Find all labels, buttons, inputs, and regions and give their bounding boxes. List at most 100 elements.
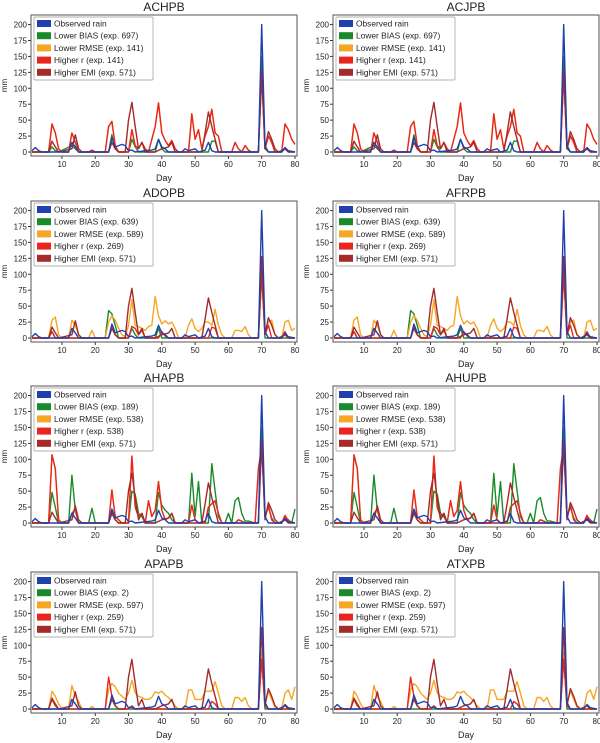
x-tick-label: 30 <box>124 717 133 726</box>
y-tick-label: 200 <box>316 392 330 401</box>
plot-frame <box>332 14 600 157</box>
legend-swatch <box>37 403 51 411</box>
chart-panel-acjpb: ACJPB mm Day 0 25 50 75 100 125 150 175 200 10 20 30 40… <box>302 0 600 183</box>
x-tick-label: 20 <box>393 717 402 726</box>
y-tick-label: 50 <box>18 673 27 682</box>
y-tick-label: 200 <box>14 206 28 215</box>
chart-title: APAPB <box>144 557 183 571</box>
y-tick-label: 25 <box>18 318 27 327</box>
x-tick-label: 70 <box>559 160 568 169</box>
legend-entry: Observed rain <box>54 390 107 400</box>
legend-swatch <box>37 20 51 27</box>
series-line-higher-emi-exp-571- <box>334 440 597 524</box>
y-tick-label: 25 <box>320 132 329 141</box>
series-line-higher-emi-exp-571- <box>334 69 597 153</box>
legend-entry: Lower BIAS (exp. 639) <box>356 216 440 226</box>
x-tick-label: 10 <box>58 346 67 355</box>
series-line-higher-r-exp-141- <box>334 74 598 153</box>
legend-entry: Lower BIAS (exp. 2) <box>54 587 129 597</box>
legend-swatch <box>37 229 51 237</box>
y-tick-label: 50 <box>320 673 329 682</box>
y-tick-label: 100 <box>316 270 330 279</box>
y-tick-label: 75 <box>18 657 27 666</box>
y-tick-label: 125 <box>316 439 330 448</box>
x-tick-label: 30 <box>124 160 133 169</box>
y-tick-label: 100 <box>316 455 330 464</box>
y-axis-label: mm <box>0 264 9 278</box>
x-tick-label: 60 <box>526 531 535 540</box>
legend-swatch <box>339 439 353 447</box>
y-tick-label: 0 <box>325 705 330 714</box>
legend-entry: Lower RMSE (exp. 538) <box>356 414 446 424</box>
x-tick-label: 20 <box>393 346 402 355</box>
legend-swatch <box>339 217 353 225</box>
x-tick-label: 20 <box>91 531 100 540</box>
y-tick-label: 75 <box>320 286 329 295</box>
y-tick-label: 150 <box>14 52 28 61</box>
x-tick-label: 60 <box>224 160 233 169</box>
y-tick-label: 0 <box>325 334 330 343</box>
x-tick-label: 20 <box>91 346 100 355</box>
y-tick-label: 175 <box>316 222 330 231</box>
y-tick-label: 175 <box>14 593 28 602</box>
y-tick-label: 175 <box>316 407 330 416</box>
y-tick-label: 50 <box>18 116 27 125</box>
legend-box <box>335 387 456 452</box>
series-line-observed-rain <box>333 394 598 524</box>
x-tick-label: 60 <box>224 346 233 355</box>
legend-entry: Lower RMSE (exp. 589) <box>54 228 144 238</box>
y-tick-label: 25 <box>18 132 27 141</box>
series-line-lower-rmse-exp-589- <box>334 266 598 339</box>
legend-swatch <box>37 56 51 64</box>
series-line-lower-rmse-exp-141- <box>32 74 296 153</box>
legend-swatch <box>339 625 353 633</box>
legend-swatch <box>339 254 353 262</box>
chart-panel-ahapb: AHAPB mm Day 0 25 50 75 100 125 150 175 200 10 20 30 40… <box>0 371 300 554</box>
chart-title: AHUPB <box>445 371 486 385</box>
legend-entry: Higher r (exp. 269) <box>54 241 124 251</box>
x-tick-label: 80 <box>291 160 300 169</box>
y-axis-label: mm <box>302 264 311 278</box>
legend-entry: Lower RMSE (exp. 589) <box>356 228 446 238</box>
y-tick-label: 25 <box>320 503 329 512</box>
legend-swatch <box>339 205 353 213</box>
legend-box <box>33 202 154 266</box>
y-tick-label: 100 <box>14 84 28 93</box>
legend-box <box>33 387 154 452</box>
legend-swatch <box>339 242 353 250</box>
legend-swatch <box>37 44 51 52</box>
x-axis-label: Day <box>458 173 475 183</box>
y-axis-label: mm <box>0 450 9 464</box>
series-line-observed-rain <box>333 23 598 153</box>
legend-swatch <box>37 32 51 40</box>
x-axis-label: Day <box>458 730 475 740</box>
x-tick-label: 80 <box>593 346 600 355</box>
y-tick-label: 0 <box>23 519 28 528</box>
x-tick-label: 40 <box>157 531 166 540</box>
x-tick-label: 10 <box>360 717 369 726</box>
x-tick-label: 40 <box>157 717 166 726</box>
y-tick-label: 200 <box>316 577 330 586</box>
legend-entry: Lower BIAS (exp. 697) <box>356 31 440 41</box>
y-tick-label: 125 <box>14 439 28 448</box>
legend: Observed rain Lower BIAS (exp. 189) Lower … <box>335 387 456 452</box>
legend: Observed rain Lower BIAS (exp. 697) Lower … <box>33 16 154 81</box>
legend-swatch <box>37 68 51 76</box>
legend-entry: Higher r (exp. 259) <box>356 612 426 622</box>
x-tick-label: 60 <box>526 346 535 355</box>
y-tick-label: 175 <box>14 222 28 231</box>
y-tick-label: 150 <box>316 238 330 247</box>
legend-entry: Lower RMSE (exp. 597) <box>356 599 446 609</box>
legend-swatch <box>339 229 353 237</box>
legend-entry: Observed rain <box>356 575 409 585</box>
legend-entry: Lower RMSE (exp. 597) <box>54 599 144 609</box>
y-tick-label: 75 <box>320 100 329 109</box>
plot-frame <box>30 571 298 713</box>
x-tick-label: 30 <box>124 346 133 355</box>
y-tick-label: 125 <box>14 254 28 263</box>
legend: Observed rain Lower BIAS (exp. 2) Lower RM… <box>33 573 154 637</box>
x-tick-label: 50 <box>191 717 200 726</box>
legend-swatch <box>37 217 51 225</box>
series-line-observed-rain <box>31 23 296 153</box>
chart-title: ADOPB <box>143 186 185 200</box>
